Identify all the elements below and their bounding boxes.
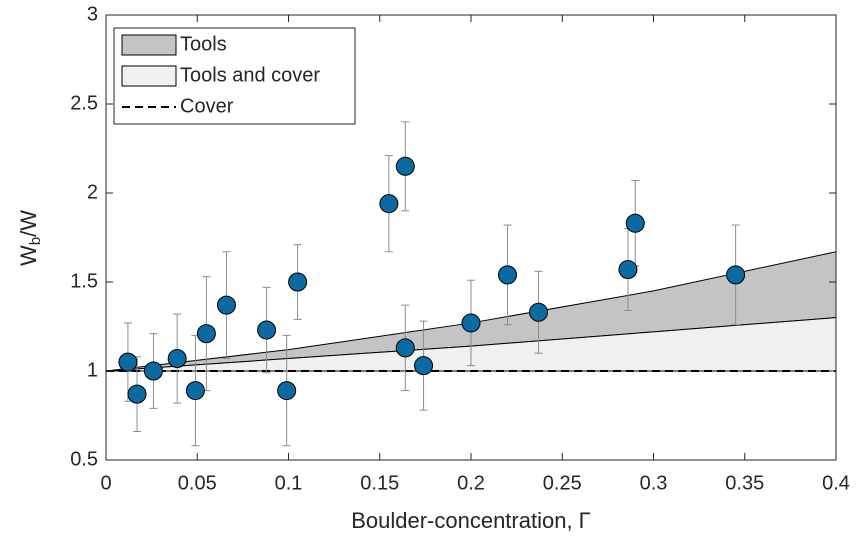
- data-point: [498, 265, 517, 285]
- y-label-main: W: [16, 245, 41, 266]
- x-tick-label: 0.1: [275, 472, 303, 494]
- y-tick-label: 2.5: [70, 92, 98, 114]
- x-axis-label: Boulder-concentration, Γ: [351, 508, 591, 533]
- data-point: [461, 313, 481, 333]
- data-point: [288, 272, 308, 292]
- data-point: [395, 338, 415, 358]
- x-tick-label: 0.05: [178, 472, 217, 494]
- legend-label: Cover: [180, 95, 234, 117]
- data-point: [143, 361, 163, 381]
- legend-swatch: [121, 65, 177, 87]
- x-tick-label: 0.3: [640, 472, 668, 494]
- x-tick-label: 0.4: [822, 472, 850, 494]
- y-tick-label: 0.5: [70, 448, 98, 470]
- legend-label: Tools: [180, 33, 227, 55]
- data-point: [127, 384, 147, 404]
- band-area: [106, 317, 836, 371]
- x-tick-label: 0: [100, 472, 111, 494]
- data-point: [277, 381, 297, 401]
- data-point: [167, 349, 187, 369]
- y-tick-label: 2: [87, 181, 98, 203]
- band-area: [106, 251, 836, 371]
- data-point: [216, 295, 236, 315]
- data-point: [618, 260, 638, 280]
- y-tick-label: 1.5: [70, 270, 98, 292]
- y-tick-label: 1: [87, 359, 98, 381]
- y-axis-label: Wb/W: [16, 210, 44, 266]
- x-tick-label: 0.15: [360, 472, 399, 494]
- data-point: [414, 356, 434, 376]
- data-point: [196, 324, 216, 344]
- legend-label: Tools and cover: [180, 64, 320, 86]
- y-label-sub: b: [27, 237, 44, 245]
- y-tick-label: 3: [87, 3, 98, 25]
- data-point: [379, 194, 399, 214]
- y-label-rest: /W: [16, 210, 41, 237]
- data-point: [185, 381, 205, 401]
- data-point: [625, 213, 645, 233]
- data-point: [118, 352, 138, 372]
- data-point: [257, 320, 277, 340]
- data-point: [395, 156, 415, 176]
- x-tick-label: 0.35: [725, 472, 764, 494]
- data-point: [529, 302, 549, 322]
- x-tick-label: 0.25: [543, 472, 582, 494]
- legend-swatch: [121, 34, 177, 56]
- x-tick-label: 0.2: [457, 472, 485, 494]
- data-point: [726, 265, 746, 285]
